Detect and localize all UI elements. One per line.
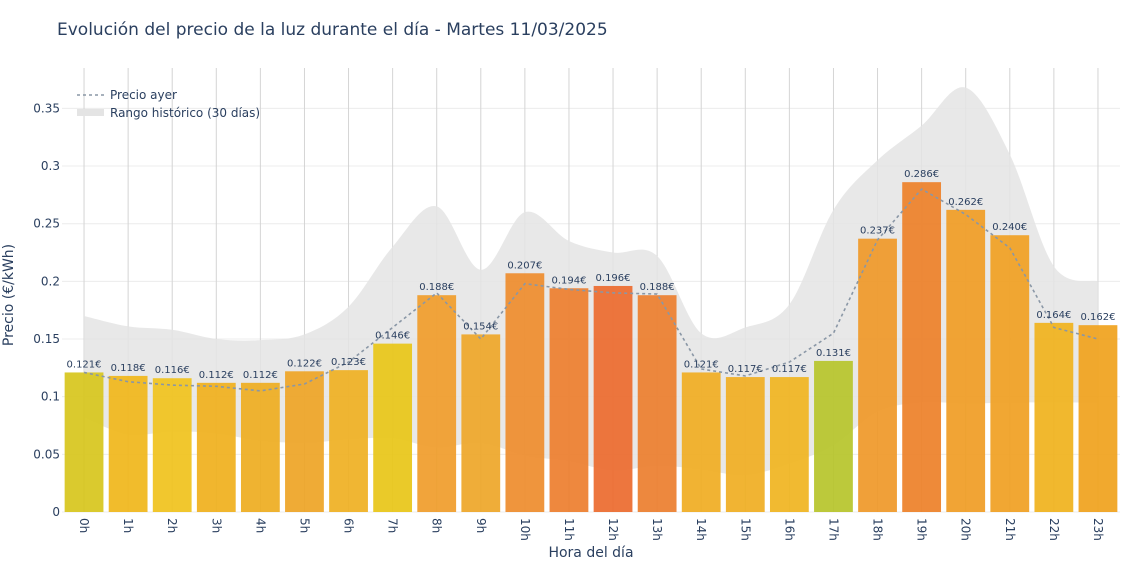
value-label-layer: 0.121€ 0.118€ 0.116€ 0.112€ 0.112€ 0.122€ 0.12… <box>67 169 1116 381</box>
price-bar <box>814 360 853 512</box>
bar-value-label: 0.188€ <box>419 282 454 293</box>
price-bar <box>681 372 721 512</box>
bar-value-label: 0.240€ <box>992 222 1027 233</box>
price-bar <box>285 371 324 512</box>
bar-value-label: 0.286€ <box>904 169 939 180</box>
x-tick-label: 19h <box>915 518 929 541</box>
x-tick-label: 5h <box>297 518 311 533</box>
x-tick-label: 15h <box>738 518 752 541</box>
price-bar <box>593 285 633 512</box>
bar-value-label: 0.162€ <box>1080 312 1115 323</box>
bar-value-label: 0.121€ <box>684 359 719 370</box>
price-bar <box>240 382 280 512</box>
axis-layer: 0 0.05 0.1 0.15 0.2 0.25 0.3 0.35 0h 1h 2h 3h 4h 5h 6h… <box>33 101 1105 541</box>
price-bar <box>329 370 368 512</box>
legend-yesterday-label: Precio ayer <box>110 88 177 102</box>
bar-value-label: 0.123€ <box>331 357 366 368</box>
y-tick-label: 0.1 <box>41 390 60 404</box>
bar-value-label: 0.196€ <box>596 273 631 284</box>
x-tick-label: 4h <box>253 518 267 533</box>
price-bar <box>902 182 942 512</box>
chart-title: Evolución del precio de la luz durante e… <box>57 20 608 40</box>
price-bar <box>373 343 413 512</box>
x-tick-label: 17h <box>826 518 840 541</box>
legend: Precio ayer Rango histórico (30 días) <box>77 88 260 120</box>
bar-value-label: 0.121€ <box>67 359 102 370</box>
price-bar <box>946 209 986 512</box>
bar-value-label: 0.122€ <box>287 358 322 369</box>
yesterday-line-layer <box>83 188 1099 392</box>
price-bar <box>152 378 192 512</box>
bar-value-label: 0.131€ <box>816 348 851 359</box>
bar-value-label: 0.154€ <box>463 321 498 332</box>
x-tick-label: 14h <box>694 518 708 541</box>
y-tick-label: 0.05 <box>33 447 60 461</box>
price-bar <box>769 377 809 512</box>
x-tick-label: 11h <box>562 518 576 541</box>
y-axis-title: Precio (€/kWh) <box>1 244 17 346</box>
x-tick-label: 10h <box>518 518 532 541</box>
x-tick-label: 22h <box>1047 518 1061 541</box>
price-bar <box>637 295 677 512</box>
price-bar <box>417 295 457 512</box>
bar-value-label: 0.188€ <box>640 282 675 293</box>
price-bar <box>64 372 104 512</box>
x-tick-label: 1h <box>121 518 135 533</box>
bar-value-label: 0.112€ <box>199 370 234 381</box>
x-tick-label: 6h <box>342 518 356 533</box>
bar-value-label: 0.194€ <box>551 275 586 286</box>
y-tick-label: 0.2 <box>41 274 60 288</box>
y-tick-label: 0.15 <box>33 332 60 346</box>
bar-value-label: 0.237€ <box>860 226 895 237</box>
price-bar <box>196 382 236 512</box>
bar-value-label: 0.117€ <box>772 364 807 375</box>
y-tick-label: 0.25 <box>33 217 60 231</box>
x-tick-label: 8h <box>430 518 444 533</box>
x-tick-label: 12h <box>606 518 620 541</box>
price-bar <box>461 334 501 512</box>
price-bar <box>1034 322 1074 512</box>
price-bar <box>549 288 589 512</box>
price-bar <box>1078 325 1118 512</box>
price-bar <box>990 235 1030 513</box>
legend-range-label: Rango histórico (30 días) <box>110 106 260 120</box>
yesterday-price-line <box>83 188 1099 392</box>
x-tick-label: 7h <box>386 518 400 533</box>
bar-value-label: 0.262€ <box>948 197 983 208</box>
legend-range-swatch <box>77 109 104 116</box>
bar-value-label: 0.118€ <box>111 363 146 374</box>
price-bar <box>725 377 765 512</box>
x-tick-label: 20h <box>959 518 973 541</box>
price-bar <box>108 375 148 512</box>
bar-value-label: 0.112€ <box>243 370 278 381</box>
price-bar <box>505 273 545 512</box>
bar-value-label: 0.116€ <box>155 365 190 376</box>
x-tick-label: 9h <box>474 518 488 533</box>
x-tick-label: 0h <box>77 518 91 533</box>
bar-value-label: 0.146€ <box>375 331 410 342</box>
x-tick-label: 2h <box>165 518 179 533</box>
x-tick-label: 21h <box>1003 518 1017 541</box>
x-tick-label: 23h <box>1091 518 1105 541</box>
bar-value-label: 0.117€ <box>728 364 763 375</box>
bar-layer <box>64 182 1118 513</box>
x-tick-label: 13h <box>650 518 664 541</box>
y-tick-label: 0.35 <box>33 101 60 115</box>
bar-value-label: 0.207€ <box>507 260 542 271</box>
x-tick-label: 3h <box>209 518 223 533</box>
x-tick-label: 18h <box>871 518 885 541</box>
x-tick-label: 16h <box>782 518 796 541</box>
y-tick-label: 0 <box>52 505 60 519</box>
x-axis-title: Hora del día <box>548 545 633 561</box>
price-bar <box>858 238 897 512</box>
bar-value-label: 0.164€ <box>1036 310 1071 321</box>
y-tick-label: 0.3 <box>41 159 60 173</box>
